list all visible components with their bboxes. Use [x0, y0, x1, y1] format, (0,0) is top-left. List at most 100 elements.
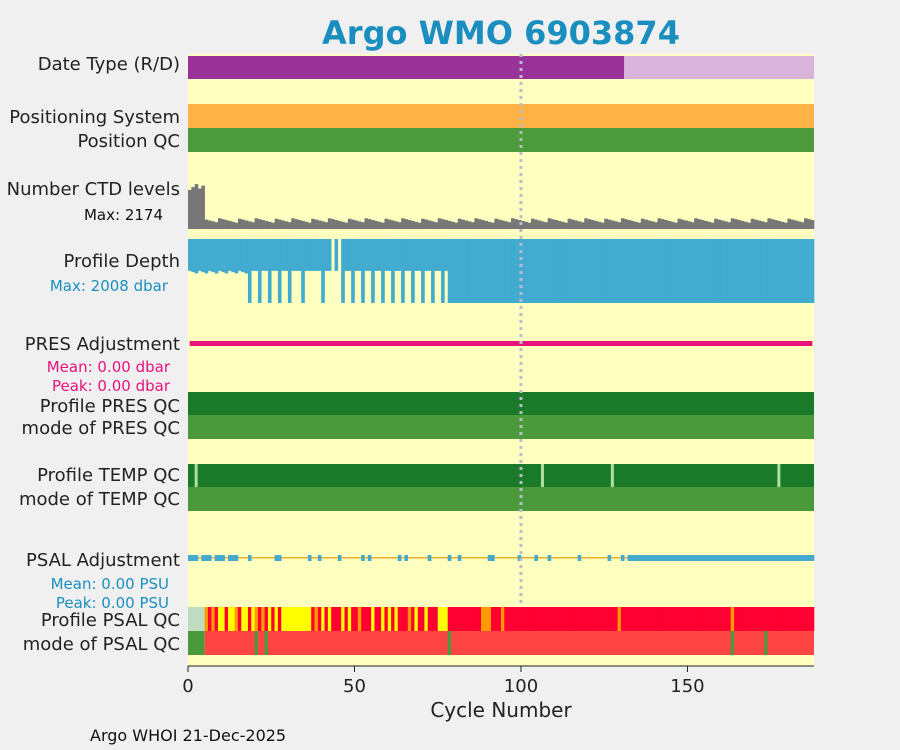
profile-depth-bar [807, 239, 811, 303]
profile-depth-bar [744, 239, 748, 303]
profile-psal-qc-cell [704, 607, 708, 631]
ctd-levels-bar [407, 220, 412, 229]
profile-psal-qc-cell [717, 607, 722, 631]
psal-adjustment-mark [634, 555, 638, 561]
profile-psal-qc-cell [557, 607, 562, 631]
ctd-levels-bar [274, 218, 279, 229]
profile-depth-bar [577, 239, 582, 303]
psal-adjustment-mark [674, 555, 678, 561]
ctd-levels-bar [510, 218, 515, 229]
profile-psal-qc-cell [337, 607, 342, 631]
profile-depth-bar [314, 239, 319, 271]
psal-adjustment-mark [194, 555, 199, 561]
profile-psal-qc-cell [397, 607, 402, 631]
x-axis-ticks: 0 50 100 150 [182, 666, 705, 697]
pres-adjustment-line [189, 341, 813, 346]
profile-depth-bar [201, 239, 205, 273]
psal-adjustment-mark [810, 555, 815, 561]
profile-psal-qc-cell [810, 607, 815, 631]
profile-depth-bar [687, 239, 692, 303]
profile-psal-qc-cell [740, 607, 745, 631]
ctd-levels-bar [484, 220, 488, 229]
ctd-levels-bar [447, 220, 452, 229]
ctd-levels-bar [700, 220, 705, 229]
profile-psal-qc-cell [634, 607, 638, 631]
profile-depth-bar [371, 239, 375, 303]
profile-psal-qc-cell [574, 607, 578, 631]
row-label-profile-depth: Profile Depth [63, 251, 180, 272]
profile-psal-qc-cell [247, 607, 252, 631]
profile-psal-qc-cell [207, 607, 212, 631]
profile-psal-qc-cell [361, 607, 365, 631]
profile-depth-bar [560, 239, 565, 303]
profile-psal-qc-cell [664, 607, 668, 631]
profile-depth-bar [391, 239, 395, 303]
profile-psal-qc-cell [570, 607, 575, 631]
profile-depth-bar [444, 239, 449, 271]
profile-temp-qc-flag [194, 464, 198, 487]
psal-adjustment-mark [227, 555, 232, 561]
profile-depth-bar [397, 239, 402, 271]
profile-depth-bar [690, 239, 695, 303]
profile-psal-qc-cell [407, 607, 412, 631]
ctd-levels-bar [247, 221, 252, 229]
profile-psal-qc-cell [374, 607, 379, 631]
profile-depth-bar [727, 239, 732, 303]
ctd-levels-bar [567, 218, 572, 229]
profile-depth-bar [431, 239, 435, 303]
x-tick-label: 150 [670, 676, 704, 697]
psal-adjustment-mark [491, 555, 495, 561]
profile-psal-qc-cell [564, 607, 568, 631]
profile-depth-bar [231, 239, 235, 273]
ctd-levels-bar [604, 218, 608, 229]
profile-depth-bar [384, 239, 389, 271]
profile-psal-qc-cell [357, 607, 362, 631]
psal-adjustment-mark [717, 555, 722, 561]
ctd-levels-bar [754, 219, 758, 229]
profile-psal-qc-cell [597, 607, 602, 631]
ctd-levels-bar [734, 219, 738, 229]
profile-psal-qc-cell [507, 607, 512, 631]
ctd-levels-bar [727, 222, 732, 229]
ctd-levels-bar [461, 219, 465, 229]
ctd-levels-bar [264, 220, 269, 229]
profile-depth-bar [277, 239, 282, 303]
profile-depth-bar [747, 239, 752, 303]
profile-depth-bar [361, 239, 365, 303]
profile-psal-qc-cell [384, 607, 389, 631]
psal-adjustment-mark [694, 555, 698, 561]
ctd-levels-bar [694, 218, 698, 229]
profile-psal-qc-cell [614, 607, 618, 631]
profile-depth-bar [517, 239, 522, 303]
ctd-levels-bar [650, 221, 655, 229]
ctd-levels-bar [231, 221, 235, 229]
psal-adjustment-mark [807, 555, 811, 561]
profile-depth-bar [547, 239, 552, 303]
profile-depth-bar [640, 239, 645, 303]
ctd-levels-bar [684, 220, 688, 229]
ctd-levels-bar [327, 218, 332, 229]
profile-depth-bar [214, 239, 219, 274]
profile-depth-bar [227, 239, 232, 271]
profile-depth-bar [347, 239, 352, 271]
profile-depth-bar [600, 239, 605, 303]
psal-adjustment-mark [784, 555, 788, 561]
profile-depth-bar [457, 239, 462, 303]
profile-psal-qc-cell [737, 607, 742, 631]
psal-adjustment-mark [667, 555, 672, 561]
psal-adjustment-mark [620, 555, 625, 561]
profile-psal-qc-cell [307, 607, 312, 631]
ctd-levels-bar [334, 220, 339, 229]
profile-psal-qc-cell [211, 607, 215, 631]
profile-depth-bar [407, 239, 412, 271]
ctd-levels-bar [481, 220, 485, 229]
ctd-levels-bar [524, 221, 528, 229]
profile-depth-bar [530, 239, 535, 303]
profile-depth-bar [301, 239, 305, 303]
psal-adjustment-mark [361, 555, 365, 561]
ctd-levels-bar [188, 189, 192, 229]
ctd-levels-bar [644, 219, 648, 229]
profile-depth-bar [494, 239, 498, 303]
ctd-levels-bar [201, 185, 205, 229]
profile-psal-qc-cell [567, 607, 572, 631]
